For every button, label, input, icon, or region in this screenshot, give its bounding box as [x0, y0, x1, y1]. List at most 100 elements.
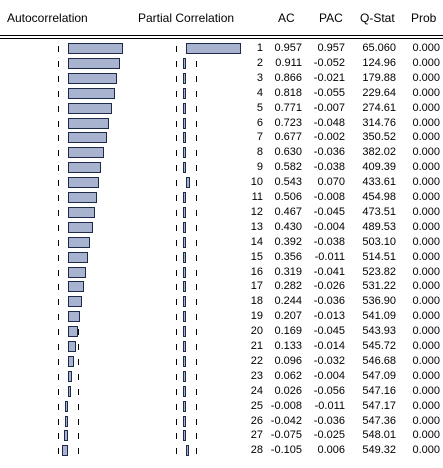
- qstat-cell: 229.64: [362, 86, 396, 99]
- pacf-bar: [183, 221, 186, 233]
- pacf-bar: [183, 102, 186, 114]
- pacf-bar: [183, 415, 186, 427]
- qstat-cell: 543.93: [362, 325, 396, 338]
- ac-cell: -0.105: [270, 444, 302, 457]
- table-row: 12 0.467 -0.045 473.51 0.000: [0, 206, 443, 219]
- pacf-lower-bound-tick: [176, 195, 177, 201]
- pacf-upper-bound-tick: [196, 329, 197, 336]
- table-row: 6 0.723 -0.048 314.76 0.000: [0, 117, 443, 130]
- prob-cell: 0.000: [412, 42, 440, 54]
- pacf-bar: [183, 400, 186, 412]
- pacf-bar: [183, 251, 186, 263]
- pacf-lower-bound-tick: [176, 120, 177, 127]
- ac-cell: 0.723: [274, 116, 302, 129]
- table-row: 27 -0.075 -0.025 548.01 0.000: [0, 429, 443, 442]
- lag-cell: 23: [250, 369, 263, 382]
- ac-cell: 0.866: [274, 71, 302, 84]
- pacf-upper-bound-tick: [196, 418, 197, 425]
- table-row: 22 0.096 -0.032 546.68 0.000: [0, 355, 443, 368]
- table-row: 1 0.957 0.957 65.060 0.000: [0, 42, 443, 55]
- prob-cell: 0.000: [412, 71, 440, 84]
- acf-lower-bound-tick: [58, 120, 59, 127]
- pacf-bar: [183, 296, 186, 308]
- pac-cell: -0.007: [313, 101, 345, 114]
- pacf-bar: [183, 192, 186, 203]
- lag-cell: 13: [250, 220, 263, 233]
- acf-lower-bound-tick: [58, 254, 59, 261]
- table-row: 26 -0.042 -0.036 547.36 0.000: [0, 415, 443, 428]
- acf-bar: [68, 341, 76, 352]
- header-qstat: Q-Stat: [360, 11, 395, 25]
- acf-bar: [68, 281, 85, 293]
- acf-lower-bound-tick: [58, 314, 59, 321]
- pacf-bar: [182, 87, 186, 99]
- acf-bar: [68, 43, 123, 54]
- pacf-bar: [183, 311, 186, 323]
- pacf-upper-bound-tick: [196, 254, 197, 261]
- qstat-cell: 541.09: [362, 310, 396, 323]
- prob-cell: 0.000: [412, 429, 440, 442]
- ac-cell: 0.096: [274, 354, 302, 367]
- acf-lower-bound-tick: [58, 195, 59, 201]
- pacf-upper-bound-tick: [196, 224, 197, 231]
- qstat-cell: 547.09: [362, 369, 396, 382]
- prob-cell: 0.000: [412, 310, 440, 323]
- table-row: 2 0.911 -0.052 124.96 0.000: [0, 57, 443, 70]
- acf-lower-bound-tick: [58, 373, 59, 380]
- ac-cell: 0.677: [274, 131, 302, 144]
- acf-upper-bound-tick: [78, 448, 79, 455]
- qstat-cell: 536.90: [362, 295, 396, 308]
- pacf-bar: [186, 43, 241, 54]
- acf-bar: [68, 311, 80, 323]
- acf-upper-bound-tick: [78, 344, 79, 350]
- pacf-lower-bound-tick: [176, 105, 177, 112]
- table-row: 13 0.430 -0.004 489.53 0.000: [0, 221, 443, 234]
- pacf-upper-bound-tick: [196, 209, 197, 216]
- pacf-bar: [183, 266, 186, 278]
- pacf-upper-bound-tick: [196, 105, 197, 112]
- pacf-upper-bound-tick: [196, 373, 197, 380]
- pacf-lower-bound-tick: [176, 418, 177, 425]
- acf-lower-bound-tick: [58, 344, 59, 350]
- prob-cell: 0.000: [412, 220, 440, 233]
- ac-cell: 0.506: [274, 191, 302, 203]
- lag-cell: 25: [250, 399, 263, 412]
- acf-bar: [68, 177, 99, 189]
- pacf-upper-bound-tick: [196, 388, 197, 395]
- header-pac: PAC: [319, 11, 343, 25]
- qstat-cell: 473.51: [362, 205, 396, 218]
- acf-lower-bound-tick: [58, 269, 59, 276]
- acf-lower-bound-tick: [58, 75, 59, 82]
- lag-cell: 21: [250, 340, 263, 352]
- lag-cell: 10: [250, 176, 263, 189]
- acf-lower-bound-tick: [58, 403, 59, 410]
- qstat-cell: 274.61: [362, 101, 396, 114]
- lag-cell: 11: [251, 191, 263, 203]
- pacf-lower-bound-tick: [176, 46, 177, 52]
- pacf-lower-bound-tick: [176, 135, 177, 142]
- table-row: 5 0.771 -0.007 274.61 0.000: [0, 102, 443, 115]
- acf-lower-bound-tick: [58, 150, 59, 157]
- acf-bar: [68, 132, 107, 144]
- ac-cell: -0.008: [270, 399, 302, 412]
- table-row: 21 0.133 -0.014 545.72 0.000: [0, 340, 443, 353]
- pacf-lower-bound-tick: [176, 180, 177, 187]
- ac-cell: 0.543: [274, 176, 302, 189]
- pac-cell: -0.013: [313, 310, 345, 323]
- prob-cell: 0.000: [412, 340, 440, 352]
- table-row: 17 0.282 -0.026 531.22 0.000: [0, 280, 443, 293]
- qstat-cell: 546.68: [362, 354, 396, 367]
- qstat-cell: 350.52: [362, 131, 396, 144]
- acf-lower-bound-tick: [58, 284, 59, 291]
- lag-cell: 14: [250, 235, 263, 248]
- pacf-lower-bound-tick: [176, 388, 177, 395]
- pac-cell: 0.006: [317, 444, 345, 457]
- lag-cell: 5: [256, 101, 263, 114]
- acf-lower-bound-tick: [58, 60, 59, 67]
- header-autocorrelation: Autocorrelation: [7, 11, 88, 25]
- pacf-lower-bound-tick: [176, 403, 177, 410]
- qstat-cell: 547.16: [362, 384, 396, 397]
- pac-cell: -0.036: [313, 414, 345, 427]
- ac-cell: 0.133: [274, 340, 302, 352]
- qstat-cell: 548.01: [362, 429, 396, 442]
